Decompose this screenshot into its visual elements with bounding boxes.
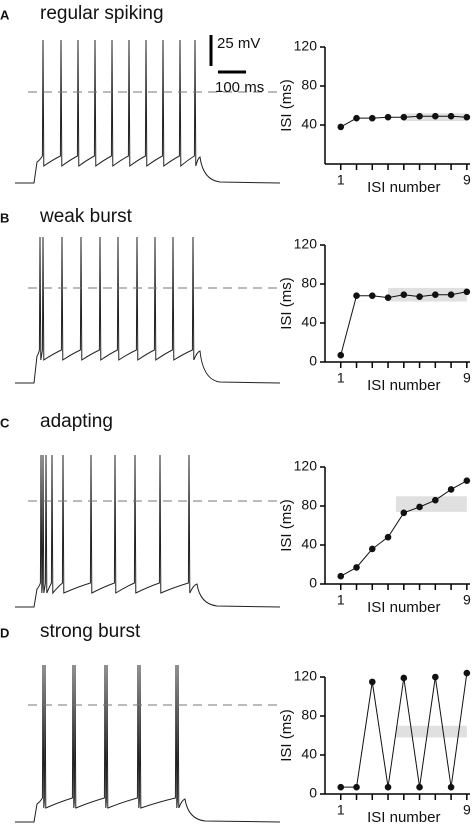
panel-title: strong burst <box>40 621 141 642</box>
y-tick-label: 120 <box>294 38 318 54</box>
isi-point <box>337 123 345 131</box>
voltage-trace <box>15 454 281 608</box>
x-axis-label: ISI number <box>367 809 440 826</box>
y-axis-label: ISI (ms) <box>278 709 295 762</box>
x-tick-label: 1 <box>337 172 345 188</box>
y-tick-label: 80 <box>301 497 317 513</box>
x-tick-label: 9 <box>463 172 471 188</box>
isi-point <box>432 673 439 681</box>
y-tick-label: 0 <box>309 575 317 591</box>
y-axis-label: ISI (ms) <box>278 499 295 552</box>
isi-point <box>463 288 471 296</box>
isi-point <box>447 783 455 791</box>
isi-point <box>368 678 376 686</box>
ref-band <box>395 496 467 512</box>
x-tick-label: 9 <box>463 592 471 608</box>
y-tick-label: 120 <box>294 458 318 474</box>
isi-point <box>353 114 360 122</box>
ref-band <box>388 287 467 302</box>
y-tick-label: 40 <box>301 314 317 330</box>
isi-point <box>353 564 360 571</box>
isi-point <box>447 112 455 120</box>
isi-point <box>353 783 360 791</box>
isi-point <box>432 291 439 299</box>
isi-point <box>384 113 392 121</box>
x-axis-label: ISI number <box>367 179 440 196</box>
y-axis-label: ISI (ms) <box>278 79 295 132</box>
y-axis-label: ISI (ms) <box>278 277 295 330</box>
x-tick-label: 9 <box>463 370 471 386</box>
isi-point <box>384 783 392 791</box>
panel-title: weak burst <box>39 206 133 227</box>
isi-point <box>400 113 408 121</box>
y-tick-label: 0 <box>309 353 317 369</box>
panel-title: adapting <box>40 411 113 432</box>
isi-point <box>416 783 423 791</box>
isi-point <box>384 533 392 541</box>
panel-letter: D <box>0 625 9 640</box>
isi-point <box>368 114 376 122</box>
isi-point <box>337 572 345 580</box>
panel-letter: C <box>0 415 10 430</box>
voltage-trace <box>15 664 281 823</box>
y-tick-label: 0 <box>309 785 317 801</box>
isi-line <box>340 480 468 577</box>
isi-point <box>463 113 471 121</box>
isi-point <box>337 351 345 359</box>
isi-point <box>463 669 471 677</box>
y-tick-label: 40 <box>301 116 317 132</box>
x-tick-label: 1 <box>337 592 345 608</box>
x-tick-label: 1 <box>337 370 345 386</box>
isi-point <box>368 292 376 300</box>
isi-point <box>400 674 408 682</box>
ref-band <box>395 725 467 738</box>
voltage-trace <box>15 236 281 384</box>
isi-point <box>416 503 423 511</box>
isi-point <box>400 291 408 299</box>
y-tick-label: 80 <box>301 707 317 723</box>
panel-letter: A <box>0 7 10 22</box>
isi-point <box>432 496 439 504</box>
isi-point <box>400 509 408 517</box>
isi-point <box>447 291 455 299</box>
isi-point <box>463 477 471 484</box>
x-axis-label: ISI number <box>367 599 440 616</box>
scale-label-v: 25 mV <box>217 35 260 52</box>
isi-point <box>416 293 423 300</box>
isi-point <box>337 783 345 791</box>
y-tick-label: 120 <box>294 668 318 684</box>
scale-label-t: 100 ms <box>215 79 264 96</box>
x-tick-label: 9 <box>463 802 471 818</box>
isi-point <box>447 486 455 493</box>
isi-point <box>432 112 439 120</box>
x-tick-label: 1 <box>337 802 345 818</box>
y-tick-label: 80 <box>301 77 317 93</box>
y-tick-label: 40 <box>301 746 317 762</box>
isi-point <box>368 545 376 553</box>
panel-letter: B <box>0 210 9 225</box>
isi-point <box>353 292 360 300</box>
y-tick-label: 120 <box>294 236 318 252</box>
x-axis-label: ISI number <box>367 377 440 394</box>
isi-point <box>416 112 423 120</box>
panel-title: regular spiking <box>40 3 164 24</box>
voltage-trace <box>15 39 281 184</box>
y-tick-label: 40 <box>301 536 317 552</box>
y-tick-label: 80 <box>301 275 317 291</box>
isi-point <box>384 294 392 301</box>
